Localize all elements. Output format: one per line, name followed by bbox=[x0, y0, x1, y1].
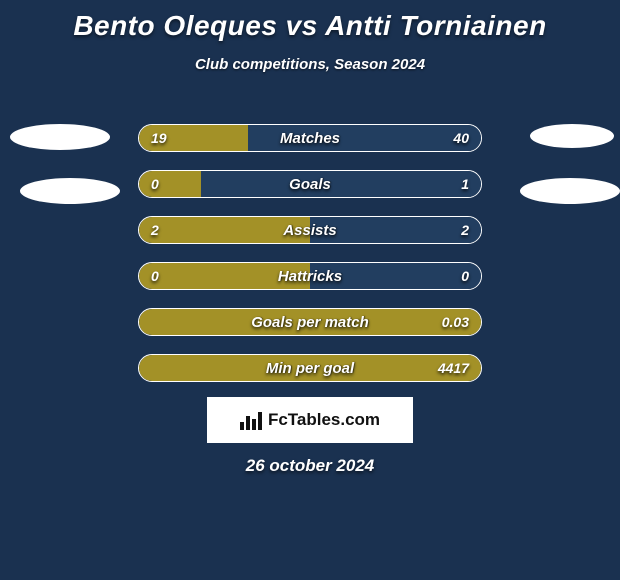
bar-left bbox=[139, 355, 481, 381]
comparison-chart: 19 Matches 40 0 Goals 1 2 Assists 2 0 Ha… bbox=[138, 124, 482, 400]
bar-left bbox=[139, 263, 310, 289]
logo-text: FcTables.com bbox=[268, 410, 380, 430]
bar-right bbox=[310, 263, 481, 289]
bar-row-matches: 19 Matches 40 bbox=[138, 124, 482, 152]
bar-left bbox=[139, 171, 201, 197]
bar-right bbox=[248, 125, 481, 151]
placeholder-ellipse-left-2 bbox=[20, 178, 120, 204]
bar-row-goals: 0 Goals 1 bbox=[138, 170, 482, 198]
page-title: Bento Oleques vs Antti Torniainen bbox=[0, 0, 620, 42]
bar-row-min-per-goal: Min per goal 4417 bbox=[138, 354, 482, 382]
date-label: 26 october 2024 bbox=[0, 456, 620, 476]
bar-left bbox=[139, 217, 310, 243]
bar-row-assists: 2 Assists 2 bbox=[138, 216, 482, 244]
bar-right bbox=[201, 171, 481, 197]
bars-icon bbox=[240, 410, 262, 430]
bar-left bbox=[139, 309, 481, 335]
logo-box: FcTables.com bbox=[207, 397, 413, 443]
placeholder-ellipse-right-2 bbox=[520, 178, 620, 204]
bar-row-hattricks: 0 Hattricks 0 bbox=[138, 262, 482, 290]
bar-left bbox=[139, 125, 248, 151]
page-subtitle: Club competitions, Season 2024 bbox=[0, 56, 620, 73]
placeholder-ellipse-right-1 bbox=[530, 124, 614, 148]
placeholder-ellipse-left-1 bbox=[10, 124, 110, 150]
bar-right bbox=[310, 217, 481, 243]
bar-row-goals-per-match: Goals per match 0.03 bbox=[138, 308, 482, 336]
